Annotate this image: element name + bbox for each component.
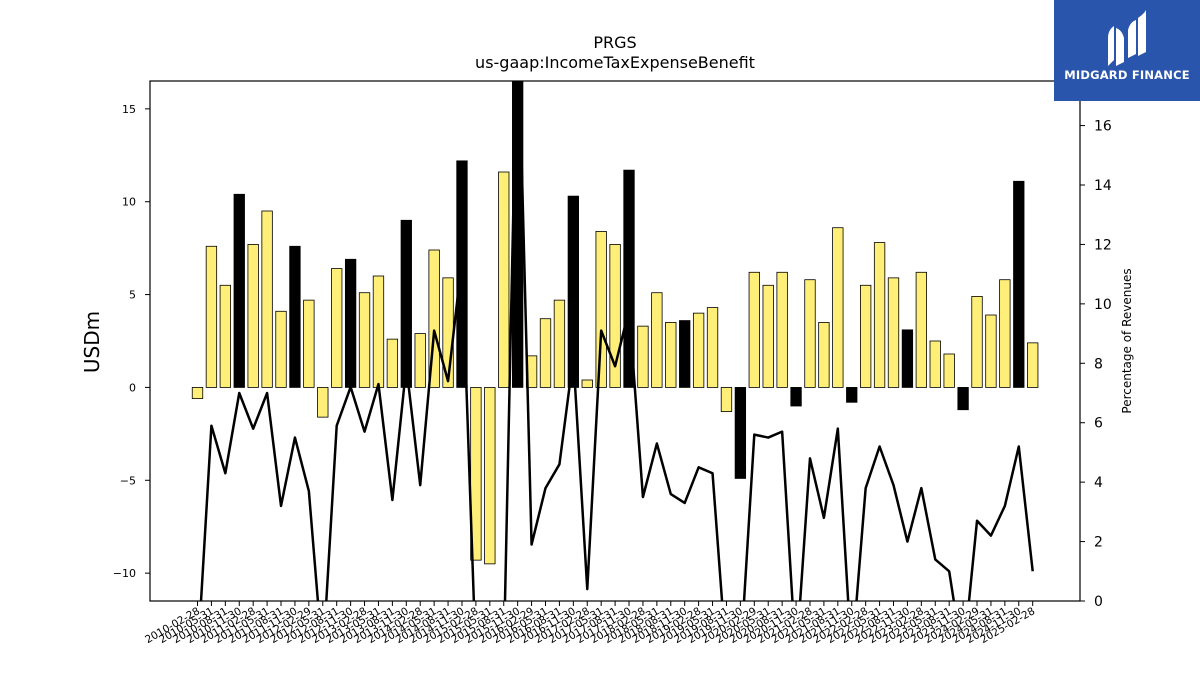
bar xyxy=(623,169,635,388)
bar xyxy=(665,322,677,388)
bar xyxy=(428,249,440,388)
bar xyxy=(999,279,1011,388)
bar xyxy=(609,244,621,388)
y-tick-label: 5 xyxy=(129,289,136,302)
bar xyxy=(344,258,357,388)
bar xyxy=(762,284,774,388)
y-tick-label: 10 xyxy=(122,196,136,209)
bar xyxy=(637,325,649,388)
bar xyxy=(553,299,566,388)
series-line xyxy=(199,81,1034,601)
bar xyxy=(261,210,273,388)
y2-tick-label: 8 xyxy=(1094,356,1103,372)
bar xyxy=(804,279,816,388)
y-axis-label: USDm xyxy=(80,311,104,373)
y2-tick-label: 16 xyxy=(1094,119,1112,135)
y-tick-label: 15 xyxy=(122,103,136,116)
plot-frame xyxy=(149,80,1081,602)
bar xyxy=(985,314,997,388)
bar xyxy=(414,333,426,388)
bar xyxy=(386,338,399,388)
bar xyxy=(331,268,343,388)
bar xyxy=(957,387,969,411)
bar xyxy=(275,310,287,388)
bar xyxy=(498,171,510,388)
y2-tick-label: 4 xyxy=(1094,475,1103,491)
midgard-logo-icon xyxy=(1108,10,1146,66)
bar xyxy=(720,387,733,412)
bar xyxy=(971,296,983,388)
bar xyxy=(901,329,914,388)
bar xyxy=(317,387,329,418)
bar xyxy=(790,387,802,407)
chart-title: PRGS xyxy=(593,33,636,52)
bar xyxy=(943,353,955,388)
brand-name: MIDGARD FINANCE xyxy=(1064,68,1190,82)
bar xyxy=(233,193,245,388)
bar xyxy=(247,244,259,388)
bar xyxy=(818,322,830,388)
bar xyxy=(860,284,872,388)
bar xyxy=(400,219,412,388)
bar xyxy=(679,320,691,388)
y2-tick-label: 0 xyxy=(1094,594,1103,610)
bar xyxy=(929,340,941,388)
bar xyxy=(567,195,579,388)
bar xyxy=(692,312,705,388)
bar xyxy=(706,307,719,388)
bar xyxy=(539,318,552,388)
y-tick-label: −5 xyxy=(120,474,136,487)
bar xyxy=(734,387,747,479)
bar xyxy=(205,245,218,388)
bar xyxy=(581,379,593,388)
brand-logo: MIDGARD FINANCE xyxy=(1054,0,1200,101)
y-tick-label: 0 xyxy=(129,381,136,394)
bar xyxy=(846,387,858,403)
bar xyxy=(372,275,385,388)
bar xyxy=(1013,180,1025,388)
bar xyxy=(358,292,371,388)
bar xyxy=(303,299,315,388)
bar xyxy=(484,387,496,565)
bar xyxy=(651,292,663,388)
bar xyxy=(832,227,844,388)
bar xyxy=(595,231,607,388)
bar xyxy=(1027,342,1039,388)
bar xyxy=(748,271,760,388)
y2-tick-label: 12 xyxy=(1094,237,1112,253)
y2-tick-label: 6 xyxy=(1094,416,1103,432)
y-tick-label: −10 xyxy=(113,567,136,580)
chart-subtitle: us-gaap:IncomeTaxExpenseBenefit xyxy=(475,53,755,72)
y2-tick-label: 2 xyxy=(1094,535,1103,551)
bar xyxy=(191,387,204,399)
bar xyxy=(776,271,788,388)
bar xyxy=(289,245,301,388)
bar xyxy=(887,277,900,388)
y2-tick-label: 14 xyxy=(1094,178,1112,194)
bar xyxy=(915,271,927,388)
y2-axis-label: Percentage of Revenues xyxy=(1120,268,1134,413)
bar xyxy=(873,242,886,388)
bar xyxy=(219,284,231,388)
y2-tick-label: 10 xyxy=(1094,297,1112,313)
